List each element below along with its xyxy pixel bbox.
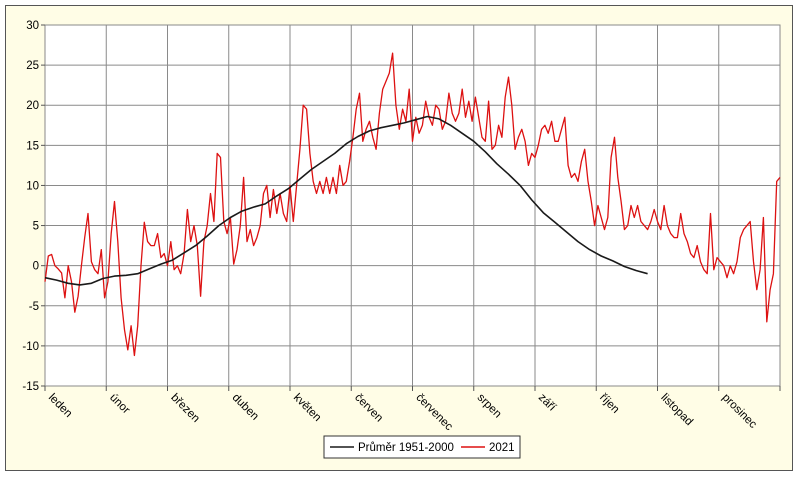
series-line-2021: [44, 52, 781, 357]
x-axis: leden únor březen duben květen červen červenec…: [44, 386, 781, 434]
y-tick-label: 25: [26, 60, 39, 72]
y-tick-label: -5: [29, 301, 39, 313]
x-tick-label: prosinec: [720, 392, 759, 431]
legend-label-2021: 2021: [489, 442, 515, 454]
y-tick-label: -10: [22, 341, 39, 353]
legend: Průměr 1951-2000 2021: [323, 435, 521, 459]
y-tick-label: 20: [26, 100, 39, 112]
y-tick-label: 30: [26, 20, 39, 32]
line-chart: -15 -10 -5 0 5 10 15 20 25 30 leden únor březen dube…: [22, 20, 781, 459]
y-tick-label: 10: [26, 180, 39, 192]
y-tick-label: 0: [33, 261, 39, 273]
x-tick-label: únor: [107, 392, 132, 417]
series-lines: [44, 52, 781, 357]
x-tick-label: červenec: [413, 392, 455, 434]
x-tick-label: říjen: [597, 392, 621, 416]
x-tick-label: září: [536, 392, 559, 415]
x-tick-label: duben: [230, 392, 261, 423]
series-line-average: [44, 115, 648, 286]
y-tick-label: 5: [33, 221, 39, 233]
x-tick-label: červen: [352, 392, 385, 425]
y-axis: -15 -10 -5 0 5 10 15 20 25 30: [22, 20, 45, 393]
x-tick-label: březen: [168, 392, 201, 425]
legend-label-average: Průměr 1951-2000: [358, 442, 454, 454]
x-tick-label: srpen: [475, 392, 504, 421]
legend-box: [323, 435, 521, 459]
y-tick-label: 15: [26, 140, 39, 152]
y-tick-label: -15: [22, 381, 39, 393]
x-tick-label: leden: [46, 392, 74, 420]
chart-frame: -15 -10 -5 0 5 10 15 20 25 30 leden únor březen dube…: [5, 5, 793, 471]
x-tick-label: květen: [291, 392, 323, 424]
x-tick-label: listopad: [658, 392, 695, 429]
